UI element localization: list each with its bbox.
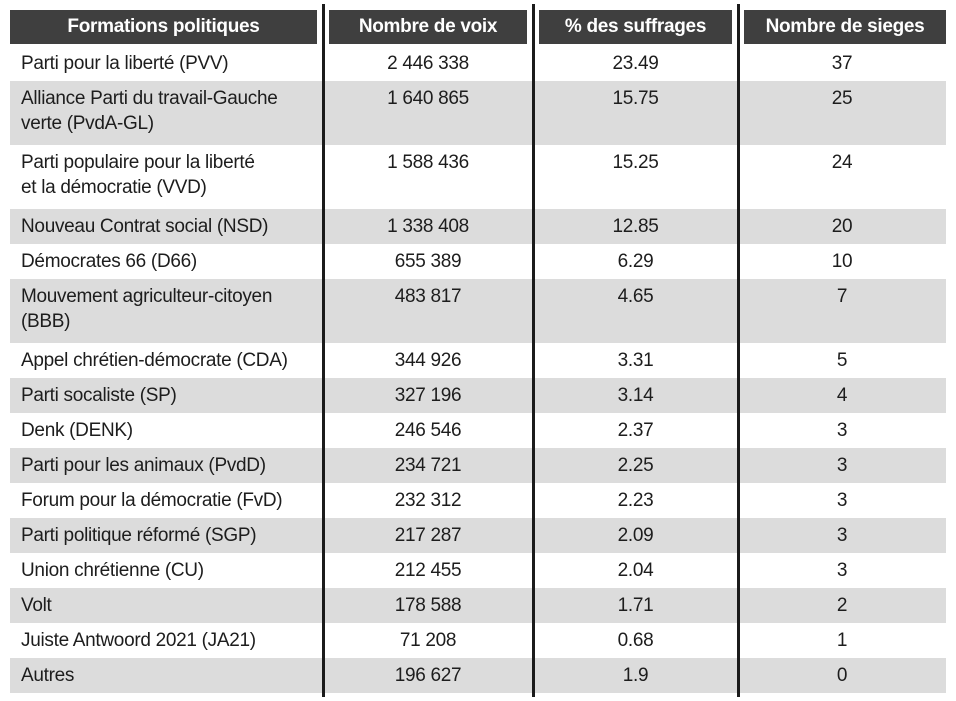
table-row: Union chrétienne (CU) 212 455 2.04 3: [10, 553, 946, 588]
pct-cell: 23.49: [612, 53, 659, 74]
pct-cell: 15.25: [612, 152, 659, 173]
pct-cell: 2.09: [617, 525, 654, 546]
pct-cell: 4.65: [617, 286, 654, 307]
column-header-nombre-de-voix: Nombre de voix: [329, 10, 527, 44]
party-name-cell: Nouveau Contrat social (NSD): [21, 216, 269, 237]
table-row: Juiste Antwoord 2021 (JA21) 71 208 0.68 …: [10, 623, 946, 658]
pct-cell: 15.75: [612, 88, 659, 109]
table-row: Parti politique réformé (SGP) 217 287 2.…: [10, 518, 946, 553]
column-separator-line: [322, 4, 325, 697]
party-name-cell: Parti socaliste (SP): [21, 385, 177, 406]
party-name-cell: Juiste Antwoord 2021 (JA21): [21, 630, 256, 651]
party-name-cell: Appel chrétien-démocrate (CDA): [21, 350, 288, 371]
column-header-pct-des-suffrages: % des suffrages: [539, 10, 732, 44]
pct-cell: 1.9: [622, 665, 649, 686]
table-row: Forum pour la démocratie (FvD) 232 312 2…: [10, 483, 946, 518]
table-row: Mouvement agriculteur-citoyen (BBB) 483 …: [10, 279, 946, 343]
seats-cell: 3: [836, 455, 848, 476]
pct-cell: 2.23: [617, 490, 654, 511]
pct-cell: 2.04: [617, 560, 654, 581]
votes-cell: 1 588 436: [387, 152, 469, 173]
votes-cell: 217 287: [394, 525, 462, 546]
seats-cell: 4: [836, 385, 848, 406]
seats-cell: 3: [836, 490, 848, 511]
pct-cell: 3.14: [617, 385, 654, 406]
seats-cell: 25: [831, 88, 853, 109]
table-header: Formations politiques Nombre de voix % d…: [10, 10, 946, 44]
party-name-cell: Autres: [21, 665, 75, 686]
seats-cell: 24: [831, 152, 853, 173]
votes-cell: 232 312: [394, 490, 462, 511]
table-row: Appel chrétien-démocrate (CDA) 344 926 3…: [10, 343, 946, 378]
pct-cell: 6.29: [617, 251, 654, 272]
votes-cell: 234 721: [394, 455, 462, 476]
table-row: Volt 178 588 1.71 2: [10, 588, 946, 623]
party-name-cell: Denk (DENK): [21, 420, 133, 441]
pct-cell: 3.31: [617, 350, 654, 371]
party-name-cell: Parti politique réformé (SGP): [21, 525, 257, 546]
seats-cell: 5: [836, 350, 848, 371]
votes-cell: 212 455: [394, 560, 462, 581]
column-separator-line: [532, 4, 535, 697]
pct-cell: 12.85: [612, 216, 659, 237]
column-header-formations-politiques: Formations politiques: [10, 10, 317, 44]
table-row: Alliance Parti du travail-Gauche verte (…: [10, 81, 946, 145]
pct-cell: 2.37: [617, 420, 654, 441]
table-row: Parti pour la liberté (PVV) 2 446 338 23…: [10, 46, 946, 81]
pct-cell: 2.25: [617, 455, 654, 476]
seats-cell: 10: [831, 251, 853, 272]
party-name-cell: Alliance Parti du travail-Gauche verte (…: [21, 88, 278, 134]
pct-cell: 0.68: [617, 630, 654, 651]
table-row: Parti pour les animaux (PvdD) 234 721 2.…: [10, 448, 946, 483]
seats-cell: 3: [836, 420, 848, 441]
table-row: Parti populaire pour la liberté et la dé…: [10, 145, 946, 209]
seats-cell: 37: [831, 53, 853, 74]
party-name-cell: Parti pour la liberté (PVV): [21, 53, 229, 74]
table-row: Autres 196 627 1.9 0: [10, 658, 946, 693]
seats-cell: 3: [836, 525, 848, 546]
votes-cell: 2 446 338: [387, 53, 469, 74]
party-name-cell: Parti pour les animaux (PvdD): [21, 455, 266, 476]
votes-cell: 71 208: [399, 630, 457, 651]
seats-cell: 20: [831, 216, 853, 237]
table-row: Nouveau Contrat social (NSD) 1 338 408 1…: [10, 209, 946, 244]
seats-cell: 0: [836, 665, 848, 686]
column-separator-line: [737, 4, 740, 697]
seats-cell: 2: [836, 595, 848, 616]
party-name-cell: Parti populaire pour la liberté et la dé…: [21, 152, 255, 198]
table-row: Denk (DENK) 246 546 2.37 3: [10, 413, 946, 448]
votes-cell: 246 546: [394, 420, 462, 441]
table-row: Parti socaliste (SP) 327 196 3.14 4: [10, 378, 946, 413]
votes-cell: 344 926: [394, 350, 462, 371]
votes-cell: 483 817: [394, 286, 462, 307]
seats-cell: 7: [836, 286, 848, 307]
seats-cell: 1: [836, 630, 848, 651]
party-name-cell: Volt: [21, 595, 52, 616]
column-header-nombre-de-sieges: Nombre de sieges: [744, 10, 946, 44]
pct-cell: 1.71: [617, 595, 654, 616]
votes-cell: 327 196: [394, 385, 462, 406]
table-row: Démocrates 66 (D66) 655 389 6.29 10: [10, 244, 946, 279]
votes-cell: 655 389: [394, 251, 462, 272]
party-name-cell: Union chrétienne (CU): [21, 560, 204, 581]
party-name-cell: Démocrates 66 (D66): [21, 251, 197, 272]
votes-cell: 1 338 408: [387, 216, 469, 237]
votes-cell: 178 588: [394, 595, 462, 616]
votes-cell: 1 640 865: [387, 88, 469, 109]
table-body: Parti pour la liberté (PVV) 2 446 338 23…: [10, 46, 946, 693]
party-name-cell: Mouvement agriculteur-citoyen (BBB): [21, 286, 273, 332]
election-results-table: Formations politiques Nombre de voix % d…: [10, 4, 946, 697]
party-name-cell: Forum pour la démocratie (FvD): [21, 490, 283, 511]
votes-cell: 196 627: [394, 665, 462, 686]
seats-cell: 3: [836, 560, 848, 581]
